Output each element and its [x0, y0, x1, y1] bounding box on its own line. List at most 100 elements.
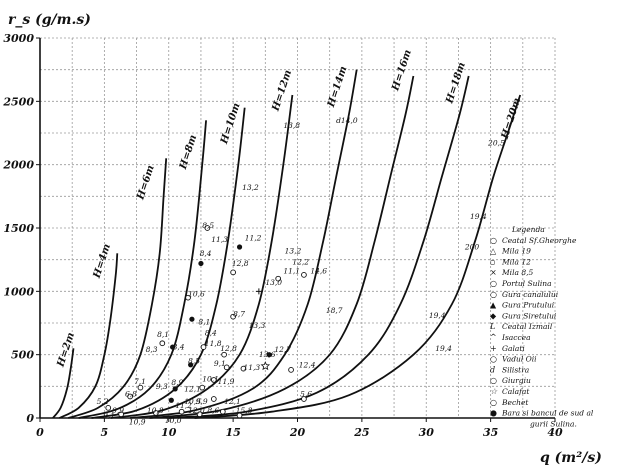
- point-annotation: 11,8: [205, 339, 222, 348]
- legend-label: Calafat: [502, 387, 530, 396]
- legend-symbol: △: [490, 247, 497, 256]
- point-annotation: 8,4: [200, 249, 212, 258]
- axes: 0 5 10 15 20 25 30 35 40 0 500 1000 1500 2000 2500 3000…: [2, 12, 601, 466]
- curve-label: H=20m: [499, 97, 523, 142]
- point-annotation: 8,4: [205, 329, 217, 338]
- point-annotation: 13,0: [265, 278, 282, 287]
- point-marker-filled: [168, 397, 174, 403]
- point-annotation: 11,9: [218, 377, 235, 386]
- legend-symbol: L: [489, 322, 495, 331]
- point-marker-open: [196, 411, 203, 418]
- x-tick-label: 5: [101, 426, 109, 439]
- x-tick-label: 20: [289, 426, 306, 439]
- point-marker-open: [236, 412, 243, 419]
- point-annotation: 15,8: [236, 406, 253, 415]
- legend-label: Bara si bancul de sud al: [501, 409, 594, 418]
- legend-label: Silistra: [502, 365, 529, 374]
- point-annotation: 12,1: [224, 397, 241, 406]
- point-marker-open: [200, 344, 207, 350]
- x-tick-label: 15: [225, 426, 240, 439]
- point-annotation: 19,4: [429, 311, 446, 320]
- point-marker-open: [219, 408, 226, 415]
- point-annotation: 13,8: [283, 121, 300, 130]
- legend-label: Vadul Oii: [502, 355, 537, 364]
- legend-symbol: ☆: [490, 387, 498, 396]
- curve-h4m: [58, 253, 119, 419]
- y-tick-label: 1000: [3, 285, 34, 298]
- y-tick-label: 0: [26, 412, 34, 425]
- point-annotation: 8,3: [146, 345, 158, 354]
- legend-label: Portul Sulina: [501, 279, 552, 288]
- point-annotation: 8,4: [173, 343, 185, 352]
- y-axis-title: r_s (g/m.s): [8, 12, 91, 28]
- point-marker-open: [210, 396, 217, 402]
- point-annotation: 14,6: [310, 267, 327, 276]
- point-annotation: 9,1: [103, 411, 115, 420]
- legend-symbol: ●: [490, 409, 497, 418]
- legend-symbol: ○: [490, 376, 497, 385]
- legend-symbol: ○: [490, 290, 497, 299]
- point-annotation: 8,5: [202, 221, 214, 230]
- point-marker-filled: [266, 352, 272, 358]
- point-annotation: 10,0: [165, 416, 182, 425]
- legend-symbol: d: [490, 365, 495, 374]
- point-annotation: 19,4: [435, 344, 452, 353]
- y-tick-label: 1500: [3, 222, 34, 235]
- x-tick-label: 30: [419, 426, 435, 439]
- point-annotation: 9,3: [156, 382, 168, 391]
- point-annotation: 11,2: [245, 234, 262, 243]
- point-annotation: 13,2: [285, 246, 302, 255]
- x-tick-label: 35: [483, 426, 498, 439]
- point-annotation: 5,6: [300, 389, 312, 398]
- point-annotation: 10,8: [147, 406, 164, 415]
- x-axis-title: q (m²/s): [540, 450, 602, 466]
- curve-h2m: [52, 348, 75, 419]
- legend-label: Ceatal Sf.Gheorghe: [502, 236, 577, 245]
- legend-symbol: ×: [490, 268, 497, 277]
- point-annotation: 10,9: [129, 417, 146, 426]
- curve-h18m: [168, 75, 470, 419]
- legend-symbol: ◆: [490, 311, 497, 320]
- point-annotation: 18,7: [326, 306, 343, 315]
- point-marker-open: [159, 340, 166, 347]
- legend-symbol: ▫: [490, 257, 495, 266]
- point-marker-open: [223, 364, 230, 371]
- point-annotation: 11,3: [243, 363, 260, 372]
- point-marker-filled: [170, 344, 176, 350]
- point-marker-open: [178, 408, 185, 415]
- grid: [39, 37, 556, 419]
- point-annotation: 20,5: [487, 139, 505, 148]
- point-annotation: 12,8: [220, 344, 237, 353]
- point-annotation: 10,5: [184, 397, 201, 406]
- point-marker-open: [230, 269, 236, 276]
- legend: Legenda ○ Ceatal Sf.Gheorghe △ Mila 19 ▫ Mila …: [489, 225, 594, 428]
- curve-label: H=10m: [219, 102, 243, 147]
- legend-label: Mila 12: [501, 257, 531, 266]
- curve-h10m: [91, 107, 246, 419]
- curve-h12m: [110, 94, 294, 419]
- point-marker-open: [230, 313, 236, 320]
- point-marker-open: [275, 275, 282, 282]
- y-tick-label: 2500: [2, 95, 34, 108]
- point-annotation: 9,9: [112, 406, 124, 415]
- point-marker-filled: [172, 386, 178, 392]
- curve-label: H=8m: [178, 134, 200, 172]
- point-annotation: 8,1: [198, 317, 210, 326]
- point-annotation: 12,7: [274, 345, 291, 354]
- point-annotation: 7,1: [134, 377, 146, 386]
- point-annotation: 9,9: [196, 397, 208, 406]
- y-tick-label: 500: [11, 349, 34, 362]
- point-marker-filled: [188, 362, 194, 368]
- point-marker-open: [301, 272, 307, 278]
- curve-h14m: [129, 69, 358, 419]
- point-marker-open: [105, 405, 112, 411]
- legend-label: gurii Sulina.: [530, 419, 577, 428]
- point-annotation: 12,0: [188, 406, 205, 415]
- point-annotation: 11,2: [175, 401, 192, 410]
- point-annotation: 8,6: [207, 406, 219, 415]
- point-marker-star: [260, 361, 271, 371]
- curve-h20m: [194, 94, 522, 419]
- curve-h16m: [149, 75, 415, 419]
- point-annotation: 19,4: [470, 212, 487, 221]
